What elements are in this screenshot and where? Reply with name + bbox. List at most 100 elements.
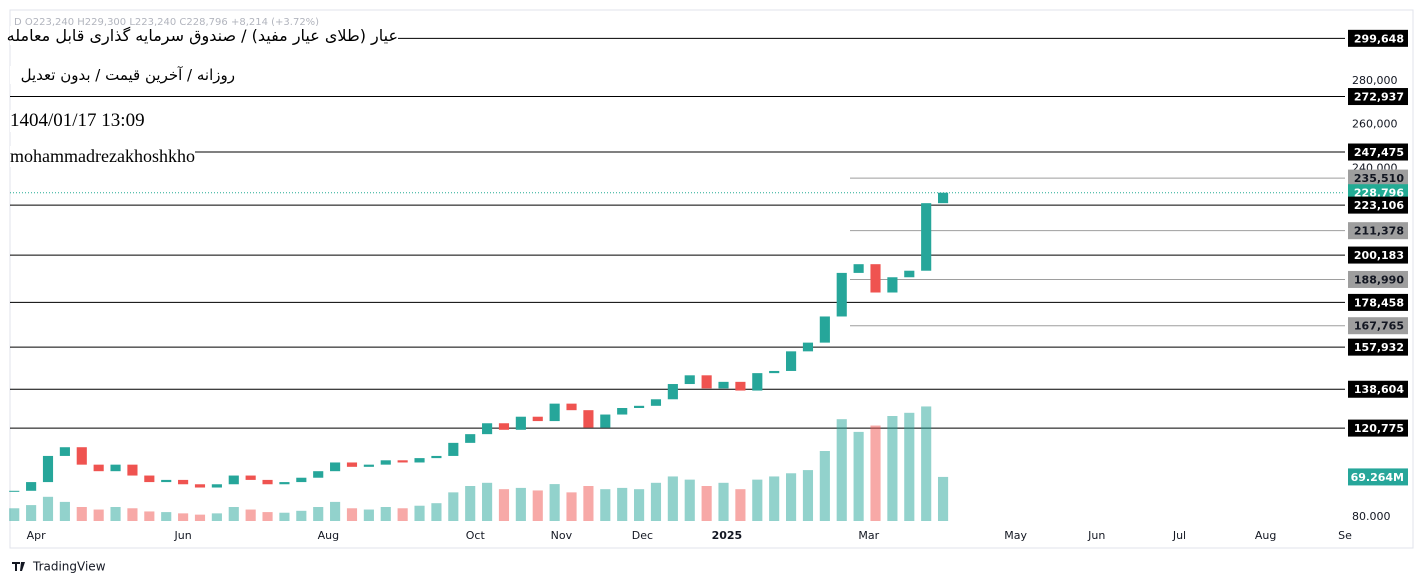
level-label: 167,765 xyxy=(1354,320,1404,333)
volume-bar xyxy=(414,505,425,521)
volume-bar xyxy=(194,514,206,521)
candle xyxy=(76,447,87,465)
volume-bar xyxy=(786,473,797,521)
candle xyxy=(144,475,155,483)
volume-bar xyxy=(667,476,678,521)
candle xyxy=(617,407,628,415)
candle xyxy=(330,462,341,472)
candle xyxy=(786,351,797,371)
volume-bar xyxy=(498,489,510,521)
levels xyxy=(10,37,1345,429)
volume-label: 69.264M xyxy=(1351,471,1404,484)
candle xyxy=(161,479,172,483)
volume-bar xyxy=(836,419,847,521)
legend-text: D O223,240 H229,300 L223,240 C228,796 +8… xyxy=(14,17,319,28)
candle xyxy=(802,342,814,352)
volume-bar xyxy=(448,492,459,521)
level-label: 138,604 xyxy=(1354,383,1404,396)
volume-bar xyxy=(600,489,611,521)
level-label: 120,775 xyxy=(1354,422,1404,435)
volume-bar xyxy=(650,482,662,521)
level-box xyxy=(1348,143,1408,161)
candle xyxy=(819,316,830,343)
candle xyxy=(194,484,206,488)
candle xyxy=(515,416,526,430)
candles xyxy=(9,192,949,492)
candle xyxy=(211,484,222,488)
volume-bar xyxy=(532,490,543,521)
candle xyxy=(414,458,425,463)
candle xyxy=(448,442,459,456)
x-tick-label: Aug xyxy=(1255,529,1276,542)
candle xyxy=(93,464,104,472)
volume-bar xyxy=(853,431,864,521)
level-label: 211,378 xyxy=(1354,225,1404,238)
volume-bar xyxy=(26,505,37,521)
candle xyxy=(532,416,543,422)
volume-bar xyxy=(346,508,358,521)
volume-bar xyxy=(482,482,493,521)
volume-bar xyxy=(718,482,729,521)
brand: TradingView xyxy=(32,560,106,574)
volume-bar xyxy=(330,501,341,521)
level-box xyxy=(1348,380,1408,398)
volume xyxy=(9,406,949,521)
volume-bar xyxy=(76,507,87,521)
frame xyxy=(9,9,1414,549)
level-box xyxy=(1348,169,1408,187)
x-tick-label: Jun xyxy=(174,529,192,542)
volume-bar xyxy=(9,508,20,521)
candle xyxy=(870,264,881,293)
level-box xyxy=(1348,317,1408,335)
x-tick-label: Mar xyxy=(858,529,879,542)
level-label: 299,648 xyxy=(1354,32,1404,45)
volume-bar xyxy=(127,508,138,521)
candle xyxy=(245,475,256,480)
timestamp: 1404/01/17 13:09 xyxy=(10,110,145,132)
volume-bar xyxy=(161,512,172,521)
level-label: 200,183 xyxy=(1354,249,1404,262)
level-box xyxy=(1348,293,1408,311)
x-tick-label: Jul xyxy=(1172,529,1186,542)
candle xyxy=(262,479,273,485)
level-label: 228,796 xyxy=(1354,187,1404,200)
level-label: 235,510 xyxy=(1354,172,1404,185)
candle xyxy=(769,370,780,374)
candle xyxy=(684,375,695,385)
y-tick-label: 260,000 xyxy=(1352,118,1398,131)
subtitle: روزانه / آخرین قیمت / بدون تعدیل xyxy=(10,66,235,84)
volume-bar xyxy=(262,512,273,521)
level-label: 157,932 xyxy=(1354,341,1404,354)
x-tick-label: Se xyxy=(1338,529,1352,542)
volume-bar xyxy=(701,486,712,521)
candle xyxy=(498,423,510,430)
volume-bar xyxy=(279,512,290,521)
candle xyxy=(9,490,20,492)
volume-bar xyxy=(887,416,898,521)
volume-bar xyxy=(904,412,915,521)
candle xyxy=(667,384,678,400)
volume-bar xyxy=(431,503,442,521)
candle xyxy=(566,403,577,411)
volume-bar xyxy=(549,484,560,521)
volume-bar xyxy=(634,489,645,521)
candle xyxy=(431,455,442,459)
candle xyxy=(887,277,898,293)
level-box xyxy=(1348,246,1408,264)
y-tick-label: 280,000 xyxy=(1352,74,1398,87)
candle xyxy=(178,479,189,485)
title: عیار (طلای عیار مفید) / صندوق سرمایه گذا… xyxy=(6,26,398,45)
volume-bar xyxy=(110,507,121,521)
candle xyxy=(127,464,138,476)
volume-bar xyxy=(769,476,780,521)
volume-bar xyxy=(684,479,695,521)
volume-bar xyxy=(59,501,70,521)
candle xyxy=(59,447,70,456)
volume-bar xyxy=(752,479,763,521)
candle xyxy=(380,460,391,465)
volume-bar xyxy=(313,507,324,521)
volume-bar xyxy=(228,507,239,521)
volume-bar xyxy=(380,507,391,521)
candle xyxy=(701,375,712,389)
